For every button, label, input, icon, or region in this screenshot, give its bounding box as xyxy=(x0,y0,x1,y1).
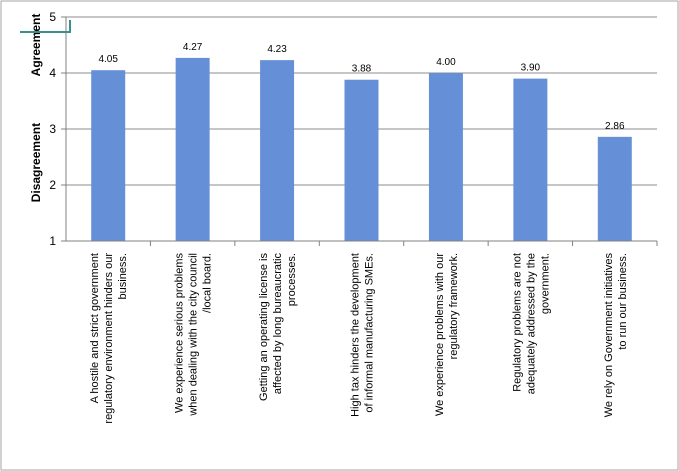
bar xyxy=(260,60,295,242)
svg-text:We rely on Government initiati: We rely on Government initiatives to run … xyxy=(603,253,629,418)
x-category-label: A hostile and strict government regulator… xyxy=(89,253,129,424)
bar xyxy=(91,70,126,241)
data-label: 2.86 xyxy=(605,121,625,132)
data-label: 3.90 xyxy=(521,63,541,74)
y-tick-label: 4 xyxy=(49,66,56,80)
data-label: 4.00 xyxy=(436,57,456,68)
x-category-label: Regulatory problems are not adequately ad… xyxy=(511,253,551,394)
svg-text:A hostile and strict governmen: A hostile and strict government regulator… xyxy=(89,253,129,424)
y-tick-label: 5 xyxy=(49,10,56,24)
y-tick-label: 1 xyxy=(49,234,56,248)
bar xyxy=(428,73,463,241)
disagreement-label: Disagreement xyxy=(29,123,43,202)
data-label: 4.23 xyxy=(267,44,287,55)
svg-text:We experience problems with ou: We experience problems with our regulator… xyxy=(434,253,460,416)
x-category-label: We experience problems with our regulator… xyxy=(434,253,460,416)
y-tick-label: 2 xyxy=(49,178,56,192)
bar xyxy=(513,78,548,241)
x-category-label: We rely on Government initiatives to run … xyxy=(603,253,629,418)
svg-text:We experience serious problems: We experience serious problems when deali… xyxy=(174,253,214,417)
bars xyxy=(91,57,632,242)
axes xyxy=(61,16,658,246)
teal-bracket-decoration xyxy=(20,20,71,33)
y-tick-label: 3 xyxy=(49,122,56,136)
svg-text:High tax hinders the developme: High tax hinders the development of infor… xyxy=(350,253,376,417)
agreement-label: Agreement xyxy=(29,14,43,77)
svg-text:Getting an operating license i: Getting an operating license is affected … xyxy=(258,253,298,401)
x-category-label: Getting an operating license is affected … xyxy=(258,253,298,401)
x-category-label: We experience serious problems when deali… xyxy=(174,253,214,417)
labels: 1 2 3 4 5 4.05 A hostile and strict government… xyxy=(29,10,629,424)
bar xyxy=(344,79,379,241)
x-category-label: High tax hinders the development of infor… xyxy=(350,253,376,417)
data-label: 3.88 xyxy=(352,64,372,75)
bar xyxy=(175,57,210,241)
bar xyxy=(597,136,632,241)
data-label: 4.05 xyxy=(98,54,118,65)
data-label: 4.27 xyxy=(183,42,203,53)
